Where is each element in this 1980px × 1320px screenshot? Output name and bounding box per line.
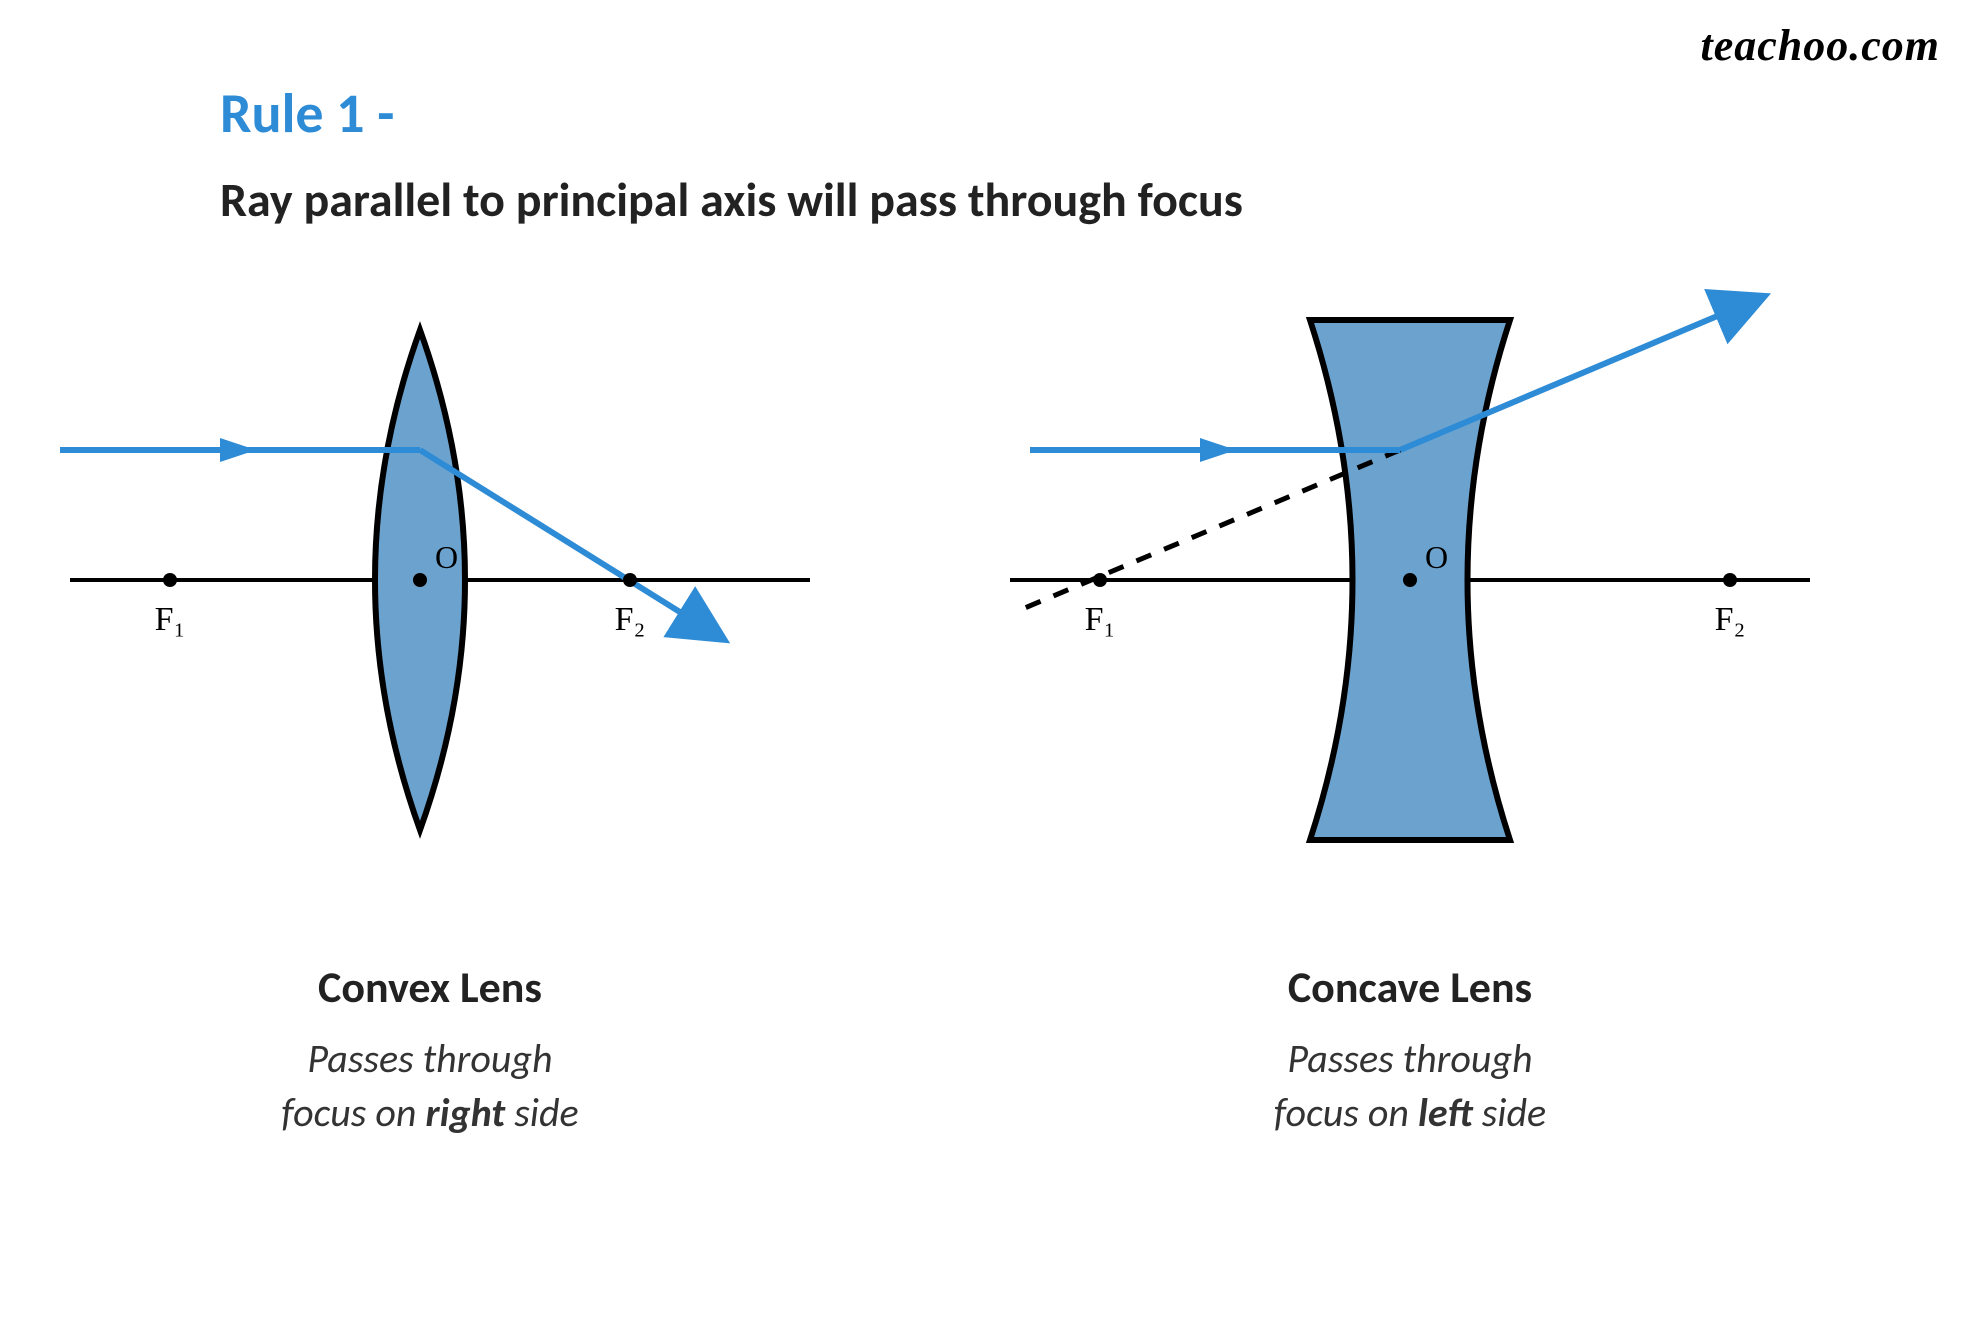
point-f1: [1093, 573, 1107, 587]
concave-caption: Concave Lens Passes through focus on lef…: [1110, 960, 1710, 1140]
page: teachoo.com Rule 1 - Ray parallel to pri…: [0, 0, 1980, 1320]
incident-ray-arrow: [1200, 438, 1236, 462]
convex-caption-line2-post: side: [505, 1088, 578, 1137]
rule-title: Rule 1 -: [220, 80, 394, 148]
convex-lens-diagram: F₁ O F₂: [40, 280, 840, 900]
convex-caption-sub: Passes through focus on right side: [130, 1032, 730, 1140]
concave-caption-title: Concave Lens: [1110, 960, 1710, 1014]
convex-caption-line2-bold: right: [426, 1088, 506, 1137]
label-f1: F₁: [1085, 601, 1116, 638]
label-o: O: [1425, 539, 1448, 575]
point-f2: [623, 573, 637, 587]
point-o: [413, 573, 427, 587]
diagram-row: F₁ O F₂ F₁: [0, 280, 1980, 980]
point-o: [1403, 573, 1417, 587]
point-f2: [1723, 573, 1737, 587]
rule-subtitle: Ray parallel to principal axis will pass…: [220, 170, 1243, 229]
virtual-ray-dashed: [1020, 450, 1400, 610]
concave-caption-line2-bold: left: [1418, 1088, 1473, 1137]
concave-caption-line2-pre: focus on: [1274, 1088, 1418, 1137]
concave-caption-line1: Passes through: [1287, 1034, 1532, 1083]
concave-caption-line2-post: side: [1473, 1088, 1546, 1137]
incident-ray-arrow: [220, 438, 256, 462]
watermark-text: teachoo.com: [1700, 20, 1940, 71]
concave-caption-sub: Passes through focus on left side: [1110, 1032, 1710, 1140]
label-o: O: [435, 539, 458, 575]
point-f1: [163, 573, 177, 587]
convex-caption: Convex Lens Passes through focus on righ…: [130, 960, 730, 1140]
convex-caption-line1: Passes through: [307, 1034, 552, 1083]
label-f2: F₂: [1715, 601, 1746, 638]
label-f2: F₂: [615, 601, 646, 638]
convex-caption-title: Convex Lens: [130, 960, 730, 1014]
label-f1: F₁: [155, 601, 186, 638]
convex-caption-line2-pre: focus on: [281, 1088, 425, 1137]
concave-lens-diagram: F₁ O F₂: [970, 280, 1850, 900]
